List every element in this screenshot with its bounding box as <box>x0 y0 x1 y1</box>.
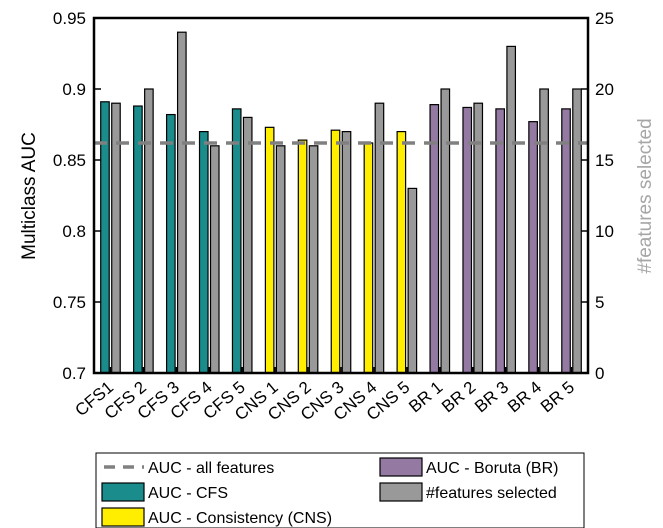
legend-label: AUC - Consistency (CNS) <box>148 510 332 527</box>
auc-bar <box>198 131 209 374</box>
y-tick-label: 0.8 <box>62 222 86 241</box>
auc-bar <box>264 126 275 374</box>
auc-bar <box>330 129 341 374</box>
auc-bar <box>297 139 308 374</box>
legend-label: AUC - CFS <box>148 485 228 502</box>
feature-count-bar <box>209 145 220 374</box>
auc-bar <box>231 108 242 374</box>
y-tick-label: 0.75 <box>53 293 86 312</box>
legend: AUC - all features AUC - Boruta (BR) AUC -… <box>95 452 585 528</box>
feature-count-bar <box>506 45 517 374</box>
auc-bar <box>133 105 143 374</box>
feature-count-bar <box>539 88 549 374</box>
feature-count-bar <box>341 131 352 374</box>
feature-count-bars <box>111 31 582 374</box>
y-right-tick-label: 10 <box>595 222 614 241</box>
y-right-tick-label: 5 <box>595 293 604 312</box>
y-right-tick-label: 25 <box>595 9 614 28</box>
y-tick-label: 0.95 <box>53 9 86 28</box>
legend-box <box>95 452 585 528</box>
feature-count-bar <box>176 31 187 374</box>
legend-swatch <box>379 482 423 502</box>
auc-bar <box>429 104 440 374</box>
y-tick-label: 0.9 <box>62 80 86 99</box>
y-tick-label: 0.7 <box>62 364 86 383</box>
legend-label: AUC - Boruta (BR) <box>426 460 558 477</box>
x-tick-label: BR 2 <box>438 378 479 417</box>
legend-swatch <box>101 482 145 502</box>
feature-count-bar <box>275 145 286 374</box>
y-axis-left-label: Multiclass AUC <box>19 132 40 260</box>
y-right-tick-label: 15 <box>595 151 614 170</box>
feature-count-bar <box>440 88 451 374</box>
auc-bar <box>495 108 506 374</box>
auc-bar <box>462 106 473 374</box>
y-axis-left: 0.7 0.75 0.8 0.85 0.9 0.95 <box>53 9 101 383</box>
auc-bar <box>165 113 176 374</box>
feature-count-bar <box>407 187 418 374</box>
x-tick-label: BR 1 <box>405 378 446 417</box>
y-right-tick-label: 20 <box>595 80 614 99</box>
y-axis-right: 0 5 10 15 20 25 <box>581 9 614 383</box>
auc-bar <box>396 131 407 374</box>
auc-bars <box>100 101 571 374</box>
legend-label: AUC - all features <box>148 460 274 477</box>
y-tick-label: 0.85 <box>53 151 86 170</box>
auc-bar <box>528 121 538 374</box>
y-right-tick-label: 0 <box>595 364 604 383</box>
y-axis-right-label: #features selected <box>635 118 656 273</box>
x-tick-label: BR 4 <box>504 378 545 417</box>
legend-label: #features selected <box>426 485 557 502</box>
auc-bar <box>363 142 374 374</box>
x-tick-label: BR 5 <box>537 378 578 417</box>
auc-bar <box>561 108 571 374</box>
feature-count-bar <box>242 116 253 374</box>
feature-count-bar <box>308 145 319 374</box>
legend-swatch <box>101 507 145 527</box>
feature-count-bar <box>572 88 582 374</box>
feature-count-bar <box>144 88 154 374</box>
x-tick-label: BR 3 <box>471 378 512 417</box>
legend-swatch <box>379 457 423 477</box>
